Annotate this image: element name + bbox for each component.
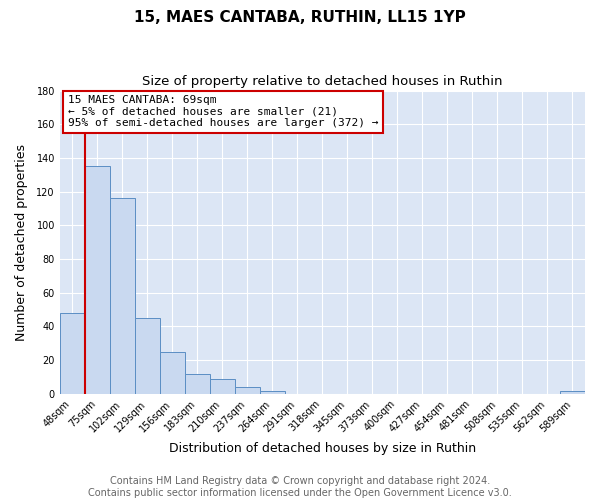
- Y-axis label: Number of detached properties: Number of detached properties: [15, 144, 28, 340]
- Title: Size of property relative to detached houses in Ruthin: Size of property relative to detached ho…: [142, 75, 503, 88]
- Bar: [110, 198, 135, 394]
- Bar: [59, 313, 85, 394]
- Bar: [85, 166, 110, 394]
- X-axis label: Distribution of detached houses by size in Ruthin: Distribution of detached houses by size …: [169, 442, 476, 455]
- Text: Contains HM Land Registry data © Crown copyright and database right 2024.
Contai: Contains HM Land Registry data © Crown c…: [88, 476, 512, 498]
- Text: 15, MAES CANTABA, RUTHIN, LL15 1YP: 15, MAES CANTABA, RUTHIN, LL15 1YP: [134, 10, 466, 25]
- Bar: [135, 318, 160, 394]
- Bar: [560, 390, 585, 394]
- Bar: [260, 390, 285, 394]
- Text: 15 MAES CANTABA: 69sqm
← 5% of detached houses are smaller (21)
95% of semi-deta: 15 MAES CANTABA: 69sqm ← 5% of detached …: [68, 95, 378, 128]
- Bar: [160, 352, 185, 394]
- Bar: [185, 374, 210, 394]
- Bar: [235, 387, 260, 394]
- Bar: [210, 378, 235, 394]
